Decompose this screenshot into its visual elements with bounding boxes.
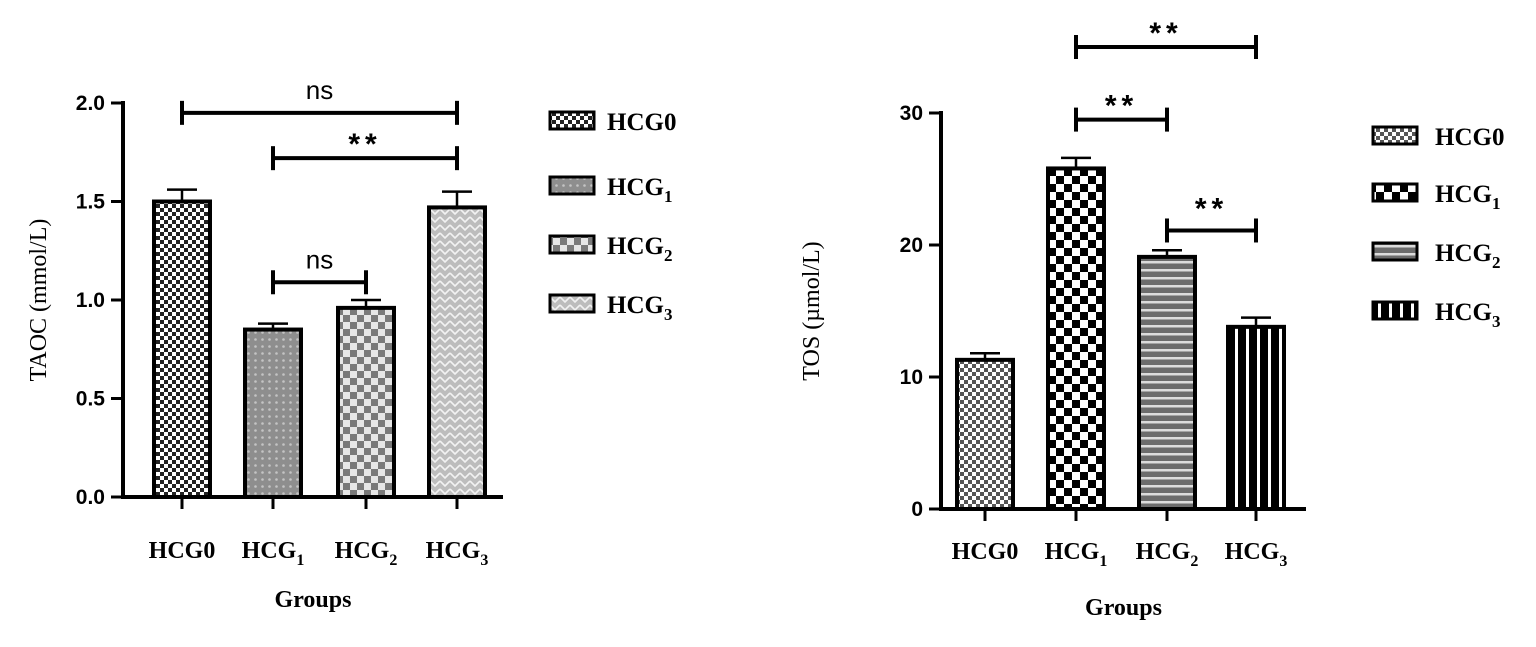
y-tick-label: 10 [900, 366, 923, 389]
legend-swatch [1371, 125, 1419, 146]
legend-swatch [548, 234, 596, 255]
legend-label: HCG2 [1435, 240, 1500, 272]
x-tick-label: HCG2 [335, 538, 398, 569]
y-tick-label: 1.0 [76, 289, 105, 312]
bar-hcg3 [1226, 324, 1286, 511]
bar-hcg2 [336, 305, 396, 499]
x-tick-label: HCG2 [1136, 539, 1199, 570]
legend-swatch [1371, 241, 1419, 262]
x-tick-label: HCG1 [1045, 539, 1108, 570]
y-axis-label: TOS (µmol/L) [799, 241, 825, 380]
legend-label: HCG0 [1435, 124, 1504, 151]
x-tick-label: HCG1 [242, 538, 305, 569]
y-tick-label: 20 [900, 234, 923, 257]
tos-chart: 0 10 20 30 HCG0 HCG1 HCG2 HCG3 TOS (µmol/L) Group… [799, 17, 1504, 621]
bar-hcg1 [1046, 166, 1106, 511]
legend-swatch [1371, 182, 1419, 203]
legend-swatch [548, 175, 596, 196]
x-axis-label: Groups [1085, 595, 1162, 621]
y-tick-label: 0 [911, 498, 923, 521]
bar-hcg3 [427, 205, 487, 499]
x-axis-label: Groups [275, 587, 352, 613]
y-tick-label: 0.5 [76, 388, 106, 411]
y-tick-label: 2.0 [76, 92, 105, 115]
y-tick-label: 30 [900, 102, 923, 125]
y-tick-label: 1.5 [76, 191, 106, 214]
significance-label: ** [1195, 192, 1228, 225]
x-tick-label: HCG0 [149, 538, 216, 564]
significance-label: ns [306, 244, 333, 274]
bar-hcg1 [243, 327, 303, 499]
y-tick-label: 0.0 [76, 486, 105, 509]
legend-swatch [1371, 300, 1419, 321]
significance-label: ** [1105, 90, 1138, 123]
legend-label: HCG3 [607, 292, 672, 324]
bar-hcg2 [1137, 254, 1197, 511]
legend-swatch [548, 110, 596, 131]
legend-swatch [548, 293, 596, 314]
x-tick-label: HCG0 [952, 539, 1019, 565]
x-tick-label: HCG3 [426, 538, 489, 569]
significance-label: ns [306, 75, 333, 105]
taoc-chart: 0.0 0.5 1.0 1.5 2.0 HCG0 HCG1 HCG2 HCG3 TAOC (mmo… [26, 75, 676, 613]
bar-hcg0 [955, 357, 1015, 511]
significance-label: ** [1149, 17, 1182, 50]
legend-label: HCG2 [607, 233, 672, 265]
legend-label: HCG1 [607, 174, 672, 206]
y-axis-label: TAOC (mmol/L) [26, 219, 52, 382]
significance-label: ** [348, 128, 381, 161]
legend-label: HCG3 [1435, 299, 1500, 331]
legend-label: HCG1 [1435, 181, 1500, 213]
x-tick-label: HCG3 [1225, 539, 1288, 570]
legend-label: HCG0 [607, 109, 676, 136]
bar-hcg0 [152, 199, 212, 499]
